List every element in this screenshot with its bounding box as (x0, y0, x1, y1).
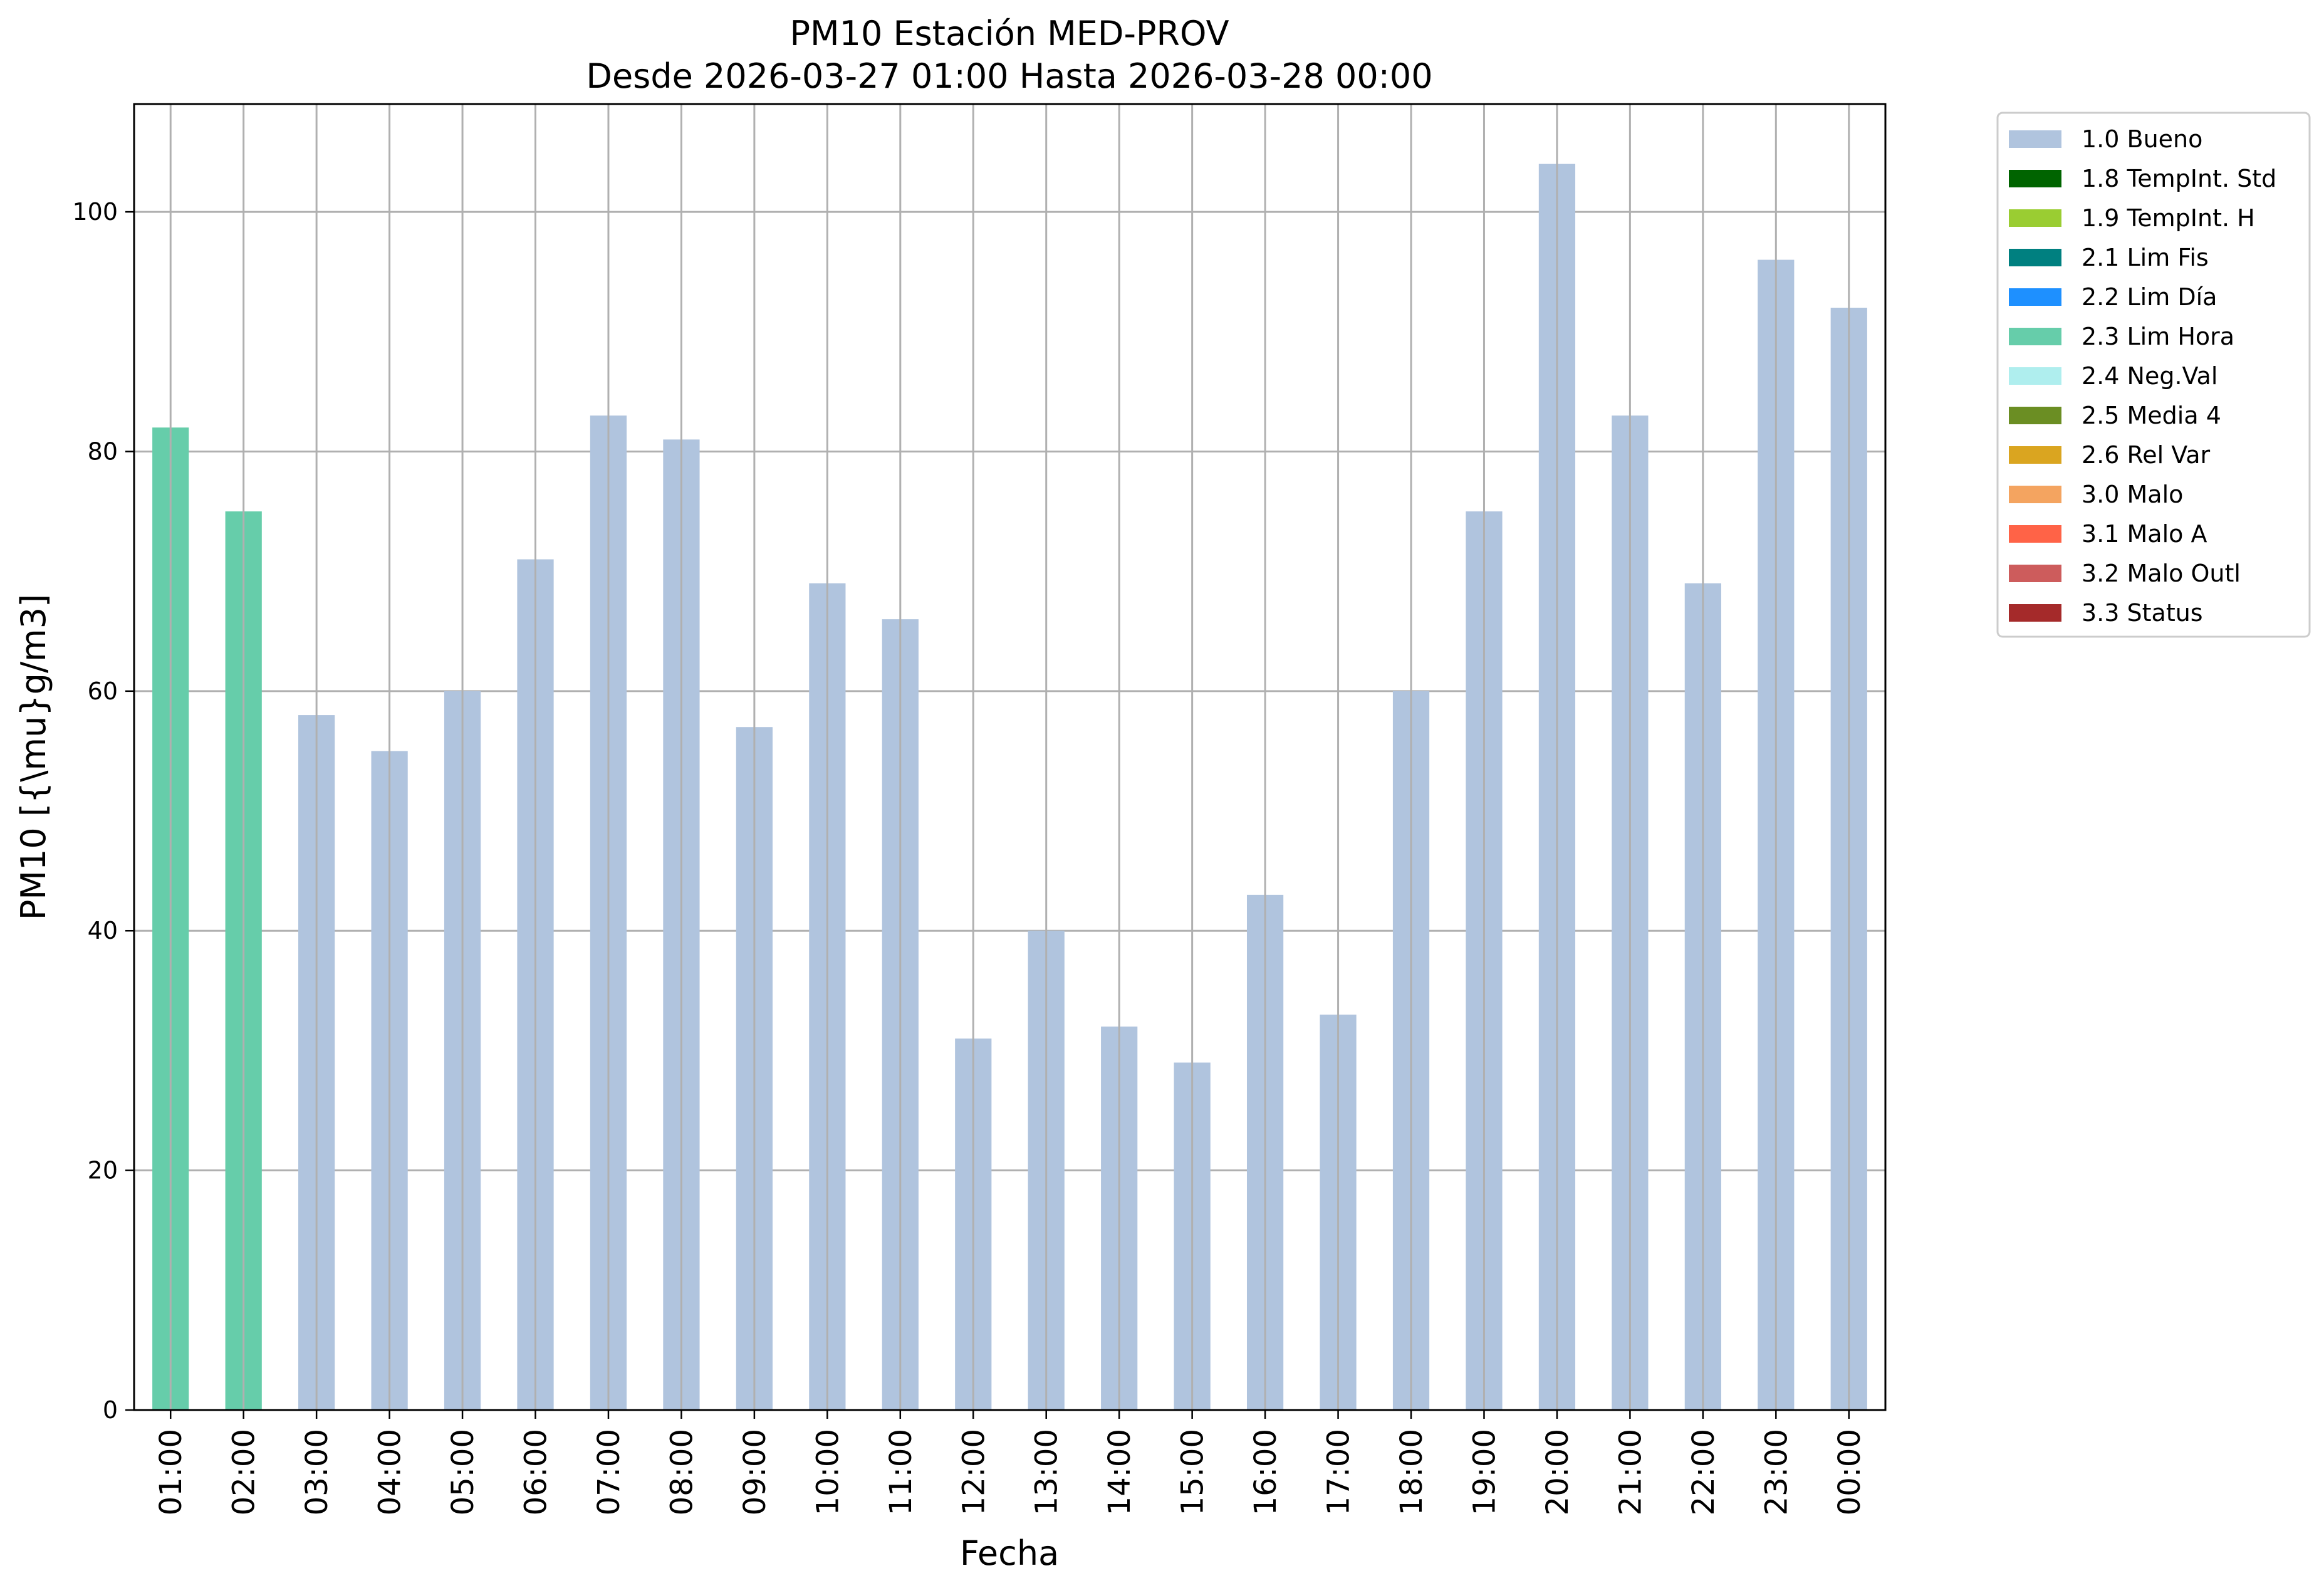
legend-label: 1.0 Bueno (2082, 125, 2202, 153)
x-tick-label: 00:00 (1832, 1429, 1867, 1515)
y-tick-label: 0 (103, 1396, 118, 1424)
x-tick-label: 23:00 (1759, 1429, 1794, 1515)
x-tick-label: 20:00 (1540, 1429, 1575, 1515)
x-tick-label: 04:00 (373, 1429, 408, 1515)
legend-swatch (2009, 486, 2061, 503)
x-axis-ticks: 01:00 02:00 03:00 04:00 05:00 06:00 07:00 08:00… (154, 1410, 1867, 1515)
y-tick-label: 80 (88, 437, 118, 465)
x-tick-label: 08:00 (664, 1429, 699, 1515)
legend-swatch (2009, 407, 2061, 424)
x-tick-label: 15:00 (1175, 1429, 1211, 1515)
y-tick-label: 40 (88, 917, 118, 944)
y-axis-label: PM10 [{\mu}g/m3] (14, 594, 53, 920)
x-tick-label: 13:00 (1029, 1429, 1065, 1515)
legend-label: 1.8 TempInt. Std (2082, 165, 2276, 192)
legend-swatch (2009, 209, 2061, 227)
x-tick-label: 16:00 (1248, 1429, 1283, 1515)
x-tick-label: 14:00 (1102, 1429, 1137, 1515)
x-tick-label: 03:00 (300, 1429, 335, 1515)
y-tick-label: 100 (72, 198, 118, 226)
legend-swatch (2009, 249, 2061, 266)
chart-title: PM10 Estación MED-PROV (789, 14, 1229, 53)
legend-label: 2.6 Rel Var (2082, 441, 2211, 469)
x-tick-label: 01:00 (154, 1429, 189, 1515)
legend-swatch (2009, 565, 2061, 582)
legend-swatch (2009, 525, 2061, 543)
y-axis-ticks: 0 20 40 60 80 100 (72, 198, 134, 1424)
x-tick-label: 22:00 (1686, 1429, 1721, 1515)
plot-area-frame (133, 103, 1887, 1411)
vertical-grid (169, 104, 1850, 1410)
legend-label: 3.3 Status (2082, 599, 2203, 627)
legend-label: 2.5 Media 4 (2082, 402, 2221, 429)
x-tick-label: 05:00 (446, 1429, 481, 1515)
legend-label: 3.1 Malo A (2082, 520, 2207, 548)
x-tick-label: 02:00 (227, 1429, 262, 1515)
x-tick-label: 10:00 (810, 1429, 845, 1515)
x-tick-label: 17:00 (1321, 1429, 1357, 1515)
legend-swatch (2009, 367, 2061, 385)
x-tick-label: 11:00 (883, 1429, 919, 1515)
legend-swatch (2009, 604, 2061, 622)
legend-swatch (2009, 130, 2061, 148)
legend-items: 1.0 Bueno 1.8 TempInt. Std 1.9 TempInt. H 2… (2009, 125, 2276, 627)
x-tick-label: 06:00 (519, 1429, 554, 1515)
x-tick-label: 19:00 (1467, 1429, 1502, 1515)
legend-label: 3.2 Malo Outl (2082, 560, 2241, 587)
grid (134, 211, 1885, 1172)
legend-label: 3.0 Malo (2082, 481, 2183, 508)
legend-label: 2.3 Lim Hora (2082, 323, 2234, 350)
legend-swatch (2009, 328, 2061, 345)
legend-label: 2.4 Neg.Val (2082, 362, 2217, 390)
x-tick-label: 18:00 (1394, 1429, 1429, 1515)
x-tick-label: 12:00 (956, 1429, 991, 1515)
x-axis-label: Fecha (960, 1533, 1059, 1573)
legend-frame (1996, 112, 2311, 638)
legend-swatch (2009, 288, 2061, 306)
x-tick-label: 09:00 (737, 1429, 773, 1515)
legend-label: 2.1 Lim Fis (2082, 244, 2209, 271)
y-tick-label: 20 (88, 1157, 118, 1184)
legend-swatch (2009, 446, 2061, 464)
legend-swatch (2009, 170, 2061, 187)
y-tick-label: 60 (88, 677, 118, 705)
legend-label: 2.2 Lim Día (2082, 283, 2217, 311)
x-tick-label: 21:00 (1613, 1429, 1648, 1515)
legend: 1.0 Bueno 1.8 TempInt. Std 1.9 TempInt. H 2… (1996, 112, 2311, 638)
legend-label: 1.9 TempInt. H (2082, 204, 2255, 232)
x-tick-label: 07:00 (591, 1429, 627, 1515)
chart-subtitle: Desde 2026-03-27 01:00 Hasta 2026-03-28 … (586, 56, 1432, 96)
bars (152, 164, 1867, 1411)
